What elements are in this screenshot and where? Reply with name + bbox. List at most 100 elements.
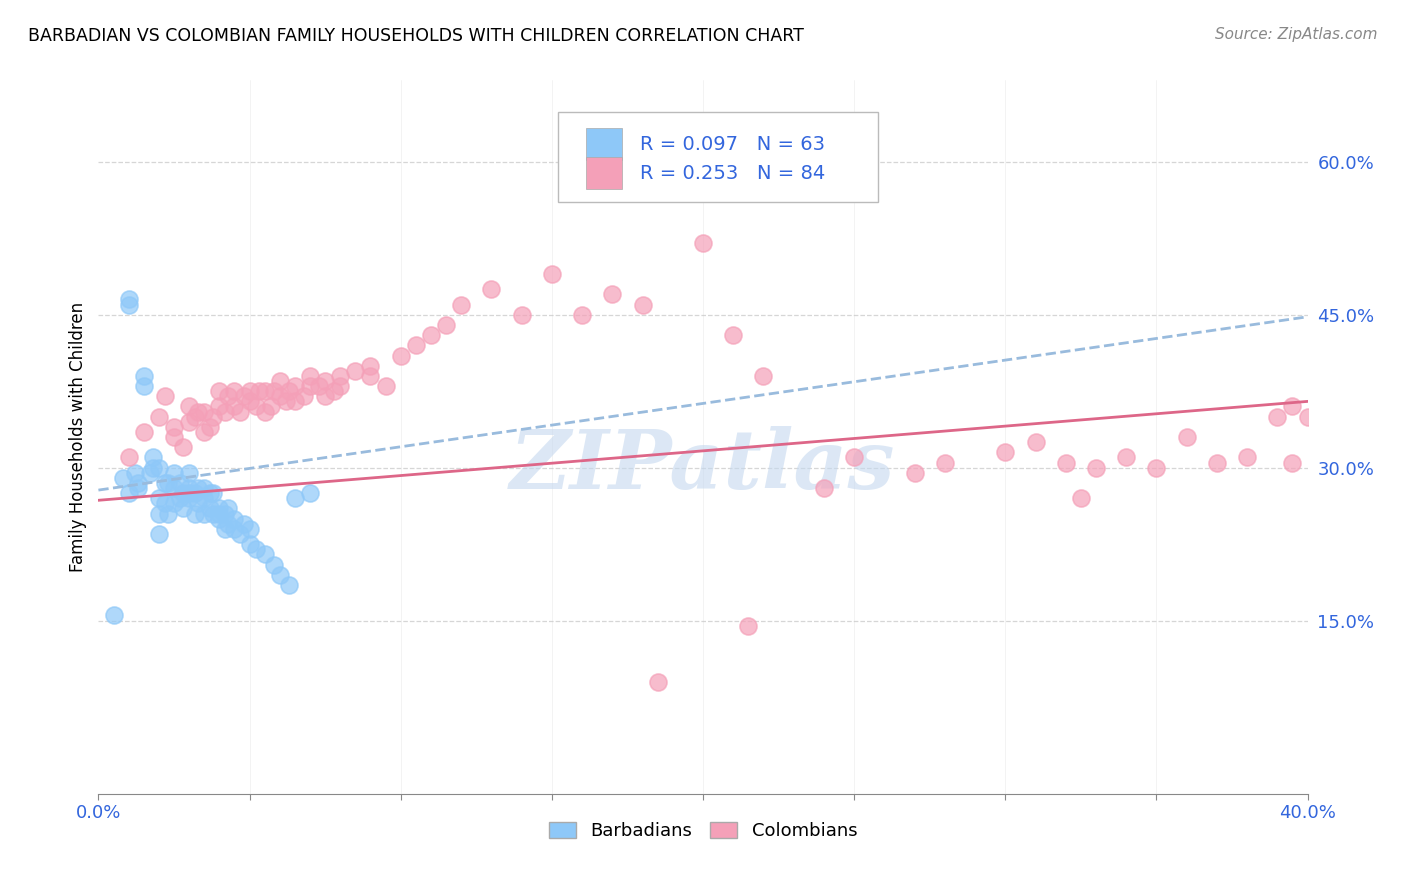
Point: [540, 267, 562, 281]
Point: [156, 475, 179, 490]
Point: [172, 440, 194, 454]
Point: [229, 527, 252, 541]
Point: [132, 379, 155, 393]
Point: [245, 400, 267, 414]
Point: [163, 420, 186, 434]
Point: [163, 466, 186, 480]
Point: [179, 481, 201, 495]
Point: [269, 567, 291, 582]
Point: [1281, 400, 1303, 414]
Point: [169, 491, 191, 506]
Point: [163, 430, 186, 444]
Point: [208, 400, 231, 414]
Point: [214, 507, 236, 521]
Point: [723, 328, 745, 343]
Point: [247, 384, 270, 399]
Point: [329, 368, 352, 383]
Point: [153, 475, 176, 490]
Point: [245, 542, 267, 557]
Point: [179, 415, 201, 429]
Point: [274, 394, 297, 409]
Point: [224, 400, 246, 414]
Point: [217, 389, 239, 403]
Point: [187, 404, 209, 418]
Point: [156, 507, 179, 521]
Point: [1115, 450, 1137, 465]
Point: [389, 349, 412, 363]
Point: [1206, 456, 1229, 470]
Point: [239, 394, 262, 409]
Point: [813, 481, 835, 495]
Point: [208, 507, 231, 521]
Point: [1024, 435, 1046, 450]
Point: [200, 420, 222, 434]
Text: ZIPatlas: ZIPatlas: [510, 425, 896, 506]
Point: [217, 516, 239, 531]
Bar: [586, 128, 621, 161]
Point: [124, 466, 146, 480]
Point: [184, 409, 207, 424]
Point: [127, 481, 149, 495]
Point: [1236, 450, 1258, 465]
Point: [329, 379, 352, 393]
Point: [904, 466, 927, 480]
Point: [132, 425, 155, 439]
Point: [1175, 430, 1198, 444]
Point: [187, 481, 209, 495]
Point: [510, 308, 533, 322]
Text: Source: ZipAtlas.com: Source: ZipAtlas.com: [1215, 27, 1378, 42]
Text: R = 0.253   N = 84: R = 0.253 N = 84: [640, 164, 825, 183]
Point: [184, 486, 207, 500]
Point: [844, 450, 866, 465]
Point: [284, 394, 307, 409]
Point: [202, 486, 225, 500]
Point: [217, 501, 239, 516]
Point: [299, 379, 322, 393]
Point: [169, 475, 191, 490]
Point: [208, 511, 231, 525]
Point: [200, 486, 222, 500]
Point: [193, 404, 215, 418]
Point: [420, 328, 443, 343]
Point: [1054, 456, 1077, 470]
Point: [284, 379, 307, 393]
Point: [277, 384, 299, 399]
Point: [323, 384, 346, 399]
Point: [1296, 409, 1319, 424]
Point: [602, 287, 624, 301]
Point: [571, 308, 593, 322]
Point: [292, 389, 315, 403]
Point: [118, 297, 141, 311]
Point: [260, 400, 283, 414]
Point: [200, 501, 222, 516]
Point: [434, 318, 457, 332]
Point: [132, 368, 155, 383]
Point: [934, 456, 956, 470]
Point: [153, 389, 176, 403]
Point: [214, 522, 236, 536]
Point: [253, 384, 276, 399]
Point: [360, 368, 382, 383]
Point: [269, 374, 291, 388]
Point: [148, 460, 170, 475]
Point: [127, 475, 149, 490]
Point: [187, 496, 209, 510]
Point: [1281, 456, 1303, 470]
Point: [277, 578, 299, 592]
Point: [299, 486, 322, 500]
Point: [153, 496, 176, 510]
Point: [111, 471, 134, 485]
Point: [253, 404, 276, 418]
Point: [142, 450, 165, 465]
Point: [193, 507, 215, 521]
Point: [224, 522, 246, 536]
Point: [269, 389, 291, 403]
Point: [208, 384, 231, 399]
Point: [148, 409, 170, 424]
Point: [284, 491, 307, 506]
Point: [752, 368, 775, 383]
Point: [148, 507, 170, 521]
Point: [184, 507, 207, 521]
Point: [647, 674, 669, 689]
Point: [405, 338, 427, 352]
